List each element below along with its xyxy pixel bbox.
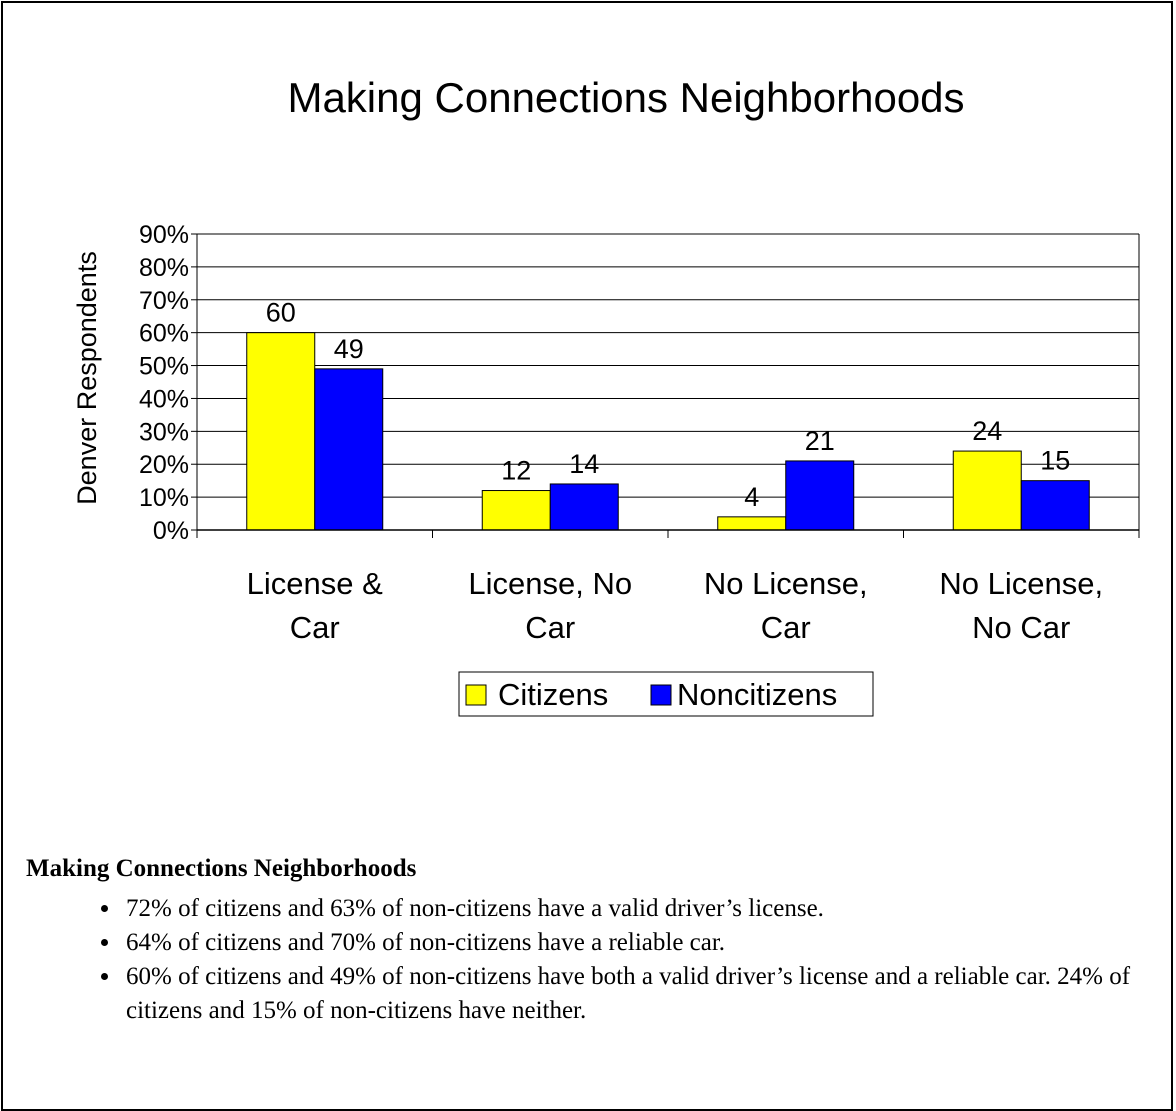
bars bbox=[246, 332, 1090, 531]
bar-citizens bbox=[246, 332, 316, 531]
notes-list: 72% of citizens and 63% of non-citizens … bbox=[26, 892, 1146, 1028]
y-tick-label: 50% bbox=[139, 353, 189, 381]
legend-swatch-noncitizens bbox=[650, 684, 672, 706]
y-tick-label: 80% bbox=[139, 254, 189, 282]
data-label: 21 bbox=[805, 426, 835, 456]
x-category-label: No License, bbox=[704, 566, 868, 601]
data-label: 12 bbox=[501, 456, 531, 486]
bar-citizens bbox=[481, 490, 551, 531]
legend: Citizens Noncitizens bbox=[458, 671, 874, 717]
legend-label: Citizens bbox=[498, 677, 608, 712]
x-category-label: No Car bbox=[972, 610, 1070, 645]
axes: 0% 10% 20% 30% 40% 50% 60% 70% 80% 90% License & Ca… bbox=[139, 221, 1140, 645]
data-label: 24 bbox=[972, 416, 1002, 446]
y-tick-label: 0% bbox=[153, 517, 189, 545]
bar-citizens bbox=[717, 516, 787, 531]
data-labels: 60 49 12 14 4 21 24 15 bbox=[266, 298, 1071, 512]
bar-noncitizens bbox=[1020, 480, 1090, 531]
notes-title: Making Connections Neighborhoods bbox=[26, 855, 417, 882]
y-tick-label: 40% bbox=[139, 385, 189, 413]
y-tick-label: 90% bbox=[139, 221, 189, 249]
bar-chart: Making Connections Neighborhoods Denver … bbox=[72, 74, 1140, 717]
x-category-label: Car bbox=[761, 610, 811, 645]
x-category-label: Car bbox=[290, 610, 340, 645]
y-tick-label: 20% bbox=[139, 451, 189, 479]
bar-noncitizens bbox=[314, 368, 384, 531]
bar-noncitizens bbox=[549, 483, 619, 531]
data-label: 14 bbox=[569, 449, 599, 479]
notes-section: Making Connections Neighborhoods 72% of … bbox=[26, 852, 1146, 1028]
data-label: 15 bbox=[1040, 446, 1070, 476]
y-tick-label: 70% bbox=[139, 287, 189, 315]
list-item: 64% of citizens and 70% of non-citizens … bbox=[122, 926, 1146, 960]
legend-swatch-citizens bbox=[465, 684, 487, 706]
x-category-label: No License, bbox=[939, 566, 1103, 601]
list-item: 60% of citizens and 49% of non-citizens … bbox=[122, 960, 1146, 1028]
x-category-label: License, No bbox=[468, 566, 632, 601]
data-label: 49 bbox=[334, 334, 364, 364]
data-label: 4 bbox=[744, 482, 759, 512]
legend-label: Noncitizens bbox=[677, 677, 837, 712]
data-label: 60 bbox=[266, 298, 296, 328]
y-tick-label: 60% bbox=[139, 320, 189, 348]
x-category-label: Car bbox=[525, 610, 575, 645]
list-item: 72% of citizens and 63% of non-citizens … bbox=[122, 892, 1146, 926]
chart-title: Making Connections Neighborhoods bbox=[287, 74, 964, 121]
y-tick-label: 10% bbox=[139, 484, 189, 512]
x-category-label: License & bbox=[247, 566, 383, 601]
bar-noncitizens bbox=[785, 460, 855, 531]
y-tick-label: 30% bbox=[139, 418, 189, 446]
bar-citizens bbox=[952, 450, 1022, 531]
y-axis-title: Denver Respondents bbox=[72, 251, 102, 505]
